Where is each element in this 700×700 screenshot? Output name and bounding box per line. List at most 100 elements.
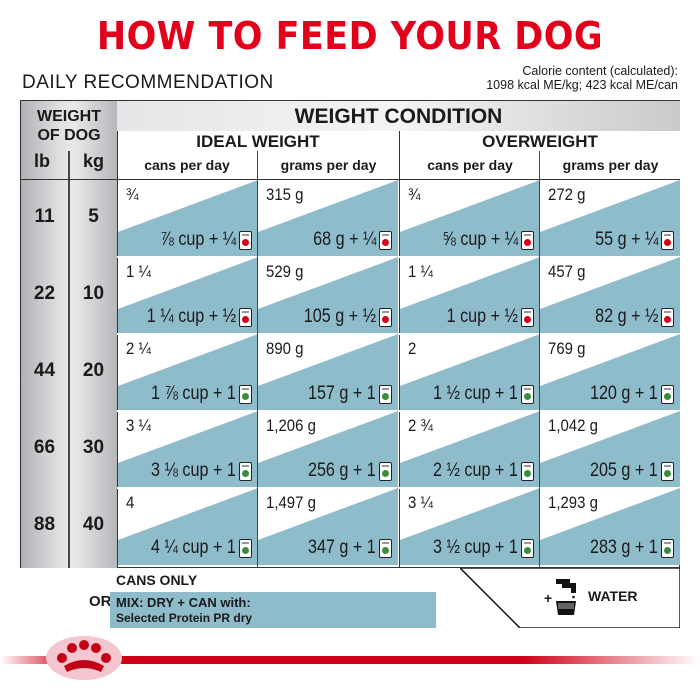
mix-amount: 157 g + 1 (296, 383, 392, 405)
daily-amount: 1,206 g (266, 416, 316, 435)
weight-condition-header: WEIGHT CONDITION (117, 101, 680, 131)
daily-amount: 2 ¼ (126, 339, 151, 358)
can-icon (239, 538, 252, 558)
feeding-cell: 1,206 g 256 g + 1 (258, 411, 398, 488)
calorie-content: Calorie content (calculated): 1098 kcal … (486, 64, 678, 92)
cell-diagonal-bg (400, 411, 540, 488)
daily-amount: 529 g (266, 262, 304, 281)
mix-amount: 283 g + 1 (578, 537, 674, 559)
mix-amount: 3 ½ cup + 1 (418, 537, 534, 559)
feeding-cell: 1 ¼ 1 ¼ cup + ½ (118, 257, 258, 334)
ideal-grams-header: grams per day (258, 151, 399, 179)
mix-amount-text: ⅞ cup + ¼ (160, 229, 236, 250)
cell-diagonal-bg (540, 488, 680, 565)
can-icon (661, 230, 674, 250)
mix-amount: 82 g + ½ (584, 306, 674, 328)
weight-kg: 30 (82, 437, 105, 458)
mix-amount: 105 g + ½ (291, 306, 392, 328)
mix-label: MIX: DRY + CAN with: (116, 595, 251, 610)
feeding-cell: 1,042 g 205 g + 1 (540, 411, 680, 488)
col-divider (399, 131, 400, 568)
weight-of-dog-header: WEIGHT OF DOG (21, 107, 117, 145)
cell-diagonal-bg (400, 334, 540, 411)
mix-amount: 205 g + 1 (578, 460, 674, 482)
daily-amount: ¾ (126, 185, 139, 204)
col-divider (117, 131, 118, 568)
overweight-header: OVERWEIGHT (400, 131, 680, 151)
daily-recommendation-label: DAILY RECOMMENDATION (22, 72, 274, 93)
weight-lb: 88 (33, 514, 56, 535)
can-icon (379, 461, 392, 481)
mix-amount-text: 157 g + 1 (308, 383, 376, 404)
mix-amount-text: 256 g + 1 (308, 460, 376, 481)
can-icon (521, 384, 534, 404)
can-icon (239, 307, 252, 327)
can-icon (379, 307, 392, 327)
cell-diagonal-bg (540, 257, 680, 334)
feeding-cell: 4 4 ¼ cup + 1 (118, 488, 258, 565)
weight-kg: 40 (82, 514, 105, 535)
mix-amount: 55 g + ¼ (584, 229, 674, 251)
cell-diagonal-bg (400, 488, 540, 565)
cell-diagonal-bg (258, 488, 398, 565)
mix-amount-text: 120 g + 1 (590, 383, 658, 404)
daily-amount: 3 ¼ (126, 416, 151, 435)
or-label: OR (89, 593, 112, 610)
water-label: WATER (588, 588, 638, 604)
can-icon (239, 230, 252, 250)
can-icon (521, 307, 534, 327)
mix-amount: 1 ½ cup + 1 (418, 383, 534, 405)
mix-amount-text: 205 g + 1 (590, 460, 658, 481)
feeding-cell: 2 ¼ 1 ⅞ cup + 1 (118, 334, 258, 411)
mix-amount: 2 ½ cup + 1 (418, 460, 534, 482)
over-cans-header: cans per day (400, 151, 540, 179)
daily-amount: 1,497 g (266, 493, 316, 512)
weight-lb: 44 (33, 360, 56, 381)
feeding-cell: 1 ¼ 1 cup + ½ (400, 257, 540, 334)
feeding-cell: 3 ¼ 3 ½ cup + 1 (400, 488, 540, 565)
cell-diagonal-bg (258, 257, 398, 334)
can-icon (379, 538, 392, 558)
mix-amount-text: 2 ½ cup + 1 (433, 460, 518, 481)
mix-amount-text: 347 g + 1 (308, 537, 376, 558)
cell-diagonal-bg (118, 334, 258, 411)
cell-divider (257, 151, 258, 568)
mix-option-bg (110, 592, 436, 628)
mix-amount-text: 1 ¼ cup + ½ (146, 306, 236, 327)
cell-diagonal-bg (258, 180, 398, 257)
can-icon (379, 384, 392, 404)
cans-only-label: CANS ONLY (116, 572, 198, 588)
daily-amount: 1,042 g (548, 416, 598, 435)
calorie-line-2: 1098 kcal ME/kg; 423 kcal ME/can (486, 78, 678, 92)
product-label: Selected Protein PR dry (116, 611, 253, 625)
can-icon (379, 230, 392, 250)
weight-lb: 22 (33, 283, 56, 304)
daily-amount: 4 (126, 493, 135, 512)
cell-diagonal-bg (540, 180, 680, 257)
cell-diagonal-bg (400, 180, 540, 257)
daily-amount: 3 ¼ (408, 493, 433, 512)
can-icon (521, 230, 534, 250)
can-icon (239, 461, 252, 481)
mix-amount-text: 3 ⅛ cup + 1 (151, 460, 236, 481)
plus-sign: + (544, 590, 553, 606)
cell-diagonal-bg (118, 488, 258, 565)
daily-amount: 2 (408, 339, 417, 358)
page-title: HOW TO FEED YOUR DOG (96, 14, 604, 58)
mix-amount: ⅞ cup + ¼ (147, 229, 252, 251)
can-icon (661, 384, 674, 404)
can-icon (661, 538, 674, 558)
daily-amount: 769 g (548, 339, 586, 358)
ideal-cans-header: cans per day (117, 151, 257, 179)
feeding-table: WEIGHT OF DOG lb kg WEIGHT CONDITION IDE… (20, 100, 680, 568)
mix-amount: 1 cup + ½ (434, 306, 534, 328)
row-divider (117, 487, 680, 489)
weight-lb: 66 (33, 437, 56, 458)
water-tap-icon (556, 579, 576, 615)
cell-diagonal-bg (118, 411, 258, 488)
daily-amount: 890 g (266, 339, 304, 358)
mix-amount-text: 68 g + ¼ (312, 229, 376, 250)
cell-divider (539, 151, 540, 568)
weight-label: WEIGHT (37, 108, 101, 125)
feeding-options: CANS ONLY MIX: DRY + CAN with: Selected … (110, 568, 464, 628)
